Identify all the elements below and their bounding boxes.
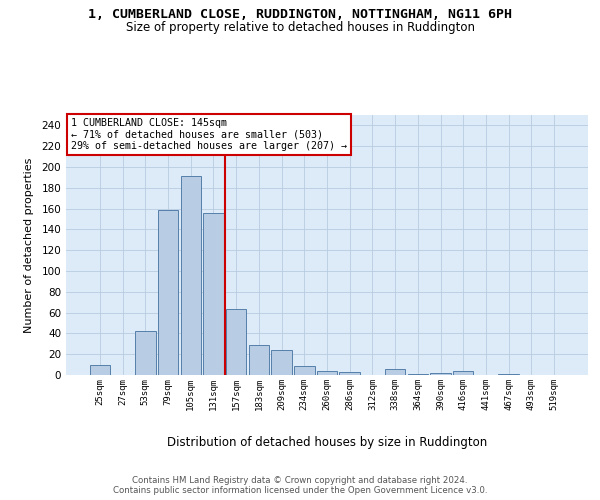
Bar (271, 350, 292, 375)
Bar (294, 366, 314, 375)
Bar (158, 210, 178, 375)
Bar (248, 345, 269, 375)
Bar (407, 374, 428, 375)
Bar (203, 213, 224, 375)
Text: Contains HM Land Registry data © Crown copyright and database right 2024.
Contai: Contains HM Land Registry data © Crown c… (113, 476, 487, 495)
Text: Size of property relative to detached houses in Ruddington: Size of property relative to detached ho… (125, 21, 475, 34)
Y-axis label: Number of detached properties: Number of detached properties (25, 158, 34, 332)
Bar (340, 372, 360, 375)
Text: Distribution of detached houses by size in Ruddington: Distribution of detached houses by size … (167, 436, 487, 449)
Bar (499, 374, 519, 375)
Bar (135, 332, 155, 375)
Bar (385, 369, 406, 375)
Bar (453, 371, 473, 375)
Bar (226, 310, 247, 375)
Bar (181, 176, 201, 375)
Bar (317, 371, 337, 375)
Text: 1 CUMBERLAND CLOSE: 145sqm
← 71% of detached houses are smaller (503)
29% of sem: 1 CUMBERLAND CLOSE: 145sqm ← 71% of deta… (71, 118, 347, 151)
Text: 1, CUMBERLAND CLOSE, RUDDINGTON, NOTTINGHAM, NG11 6PH: 1, CUMBERLAND CLOSE, RUDDINGTON, NOTTING… (88, 8, 512, 20)
Bar (430, 373, 451, 375)
Bar (90, 364, 110, 375)
